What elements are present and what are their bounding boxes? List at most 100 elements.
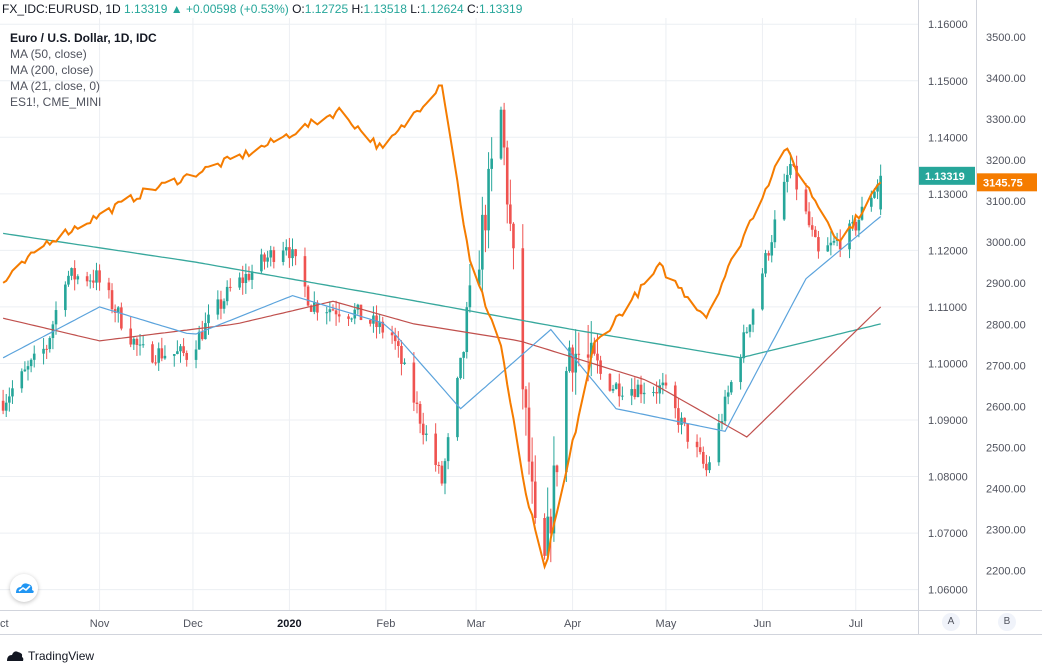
candle-body: [204, 323, 207, 340]
candle-body: [611, 388, 615, 391]
eurusd-tick-label: 1.14000: [928, 132, 968, 144]
candle-body: [272, 250, 276, 262]
scale-button-b[interactable]: B: [998, 613, 1016, 631]
candle-body: [284, 247, 288, 251]
candle-body: [425, 433, 428, 435]
candle-body: [42, 348, 45, 354]
grid-lines: [0, 18, 918, 610]
candle-body: [443, 461, 447, 484]
legend-item-ma50[interactable]: MA (50, close): [10, 47, 87, 61]
candle-body: [879, 175, 882, 210]
candle-body: [764, 253, 767, 274]
legend-item-es[interactable]: ES1!, CME_MINI: [10, 95, 102, 109]
candle-body: [555, 465, 559, 473]
es-tick-label: 2200.00: [986, 566, 1026, 578]
candle-body: [331, 309, 335, 311]
price-change: +0.00598 (+0.53%): [186, 2, 289, 16]
candle-body: [477, 269, 481, 286]
candle-body: [397, 341, 400, 346]
candle-body: [543, 518, 546, 556]
candle-body: [306, 286, 310, 306]
candle-body: [748, 324, 752, 332]
candle-body: [381, 321, 385, 333]
candle-body: [95, 270, 98, 283]
candle-body: [400, 345, 403, 364]
price-tags: 1.13319 3145.75: [919, 166, 1037, 192]
candle-body: [533, 481, 537, 519]
candle-body: [197, 331, 201, 350]
candle-body: [116, 307, 120, 313]
es-line: [2, 84, 882, 570]
candle-body: [303, 256, 307, 287]
axes: 1.16000 1.15000 1.14000 1.13000 1.12000 1.110…: [0, 0, 1042, 635]
candle-body: [334, 310, 338, 315]
eurusd-tick-label: 1.08000: [928, 472, 968, 484]
candle-body: [176, 351, 179, 355]
candle-body: [456, 378, 459, 438]
candle-body: [795, 165, 798, 190]
candle-body: [393, 335, 397, 342]
legend-item-ma200[interactable]: MA (200, close): [10, 63, 94, 77]
es-tick-label: 2500.00: [986, 442, 1026, 454]
candle-body: [810, 225, 814, 230]
candle-body: [652, 391, 655, 393]
candle-body: [717, 423, 721, 463]
candle-body: [8, 396, 11, 403]
candle-body: [782, 181, 786, 220]
candle-body: [490, 158, 493, 169]
candle-body: [770, 242, 774, 256]
time-tick-label: Apr: [564, 618, 581, 630]
candle-body: [686, 423, 690, 442]
candle-body: [85, 276, 89, 282]
candle-body: [658, 385, 662, 394]
legend-item-ma21[interactable]: MA (21, close, 0): [10, 79, 101, 93]
time-tick-label: May: [656, 618, 677, 630]
candle-body: [599, 360, 602, 374]
candle-body: [64, 284, 67, 311]
candle-body: [608, 373, 612, 391]
candle-body: [418, 403, 422, 424]
symbol-name[interactable]: FX_IDC:EURUSD, 1D: [2, 2, 121, 16]
candle-body: [683, 417, 686, 424]
footer: TradingView: [6, 646, 94, 666]
open-label: O:: [292, 2, 305, 16]
es-tick-label: 3400.00: [986, 73, 1026, 85]
candle-body: [266, 257, 269, 262]
candle-body: [207, 314, 210, 324]
candle-body: [817, 237, 820, 252]
time-tick-label: Nov: [90, 618, 110, 630]
candle-body: [20, 371, 24, 389]
candle-body: [120, 307, 123, 329]
candle-body: [182, 346, 185, 353]
eurusd-tick-label: 1.15000: [928, 76, 968, 88]
legend-title[interactable]: Euro / U.S. Dollar, 1D, IDC: [10, 31, 157, 45]
candle-body: [138, 344, 142, 346]
candle-body: [154, 362, 157, 364]
candle-body: [250, 271, 254, 280]
candle-body: [179, 346, 182, 352]
candle-body: [633, 389, 637, 397]
candle-body: [23, 369, 27, 372]
auto-scale-button[interactable]: A: [942, 613, 960, 631]
eurusd-tick-label: 1.09000: [928, 415, 968, 427]
low-value: 1.12624: [420, 2, 464, 16]
footer-brand[interactable]: TradingView: [28, 649, 95, 663]
candle-body: [359, 304, 363, 321]
eurusd-tick-label: 1.11000: [928, 302, 967, 314]
tradingview-logo-button[interactable]: [10, 574, 38, 602]
es-tick-label: 2300.00: [986, 525, 1026, 537]
candle-body: [726, 392, 730, 397]
es-tick-label: 2900.00: [986, 278, 1026, 290]
candle-body: [677, 408, 680, 425]
candle-body: [527, 407, 531, 462]
candle-body: [546, 516, 549, 556]
candle-body: [73, 268, 76, 280]
open-value: 1.12725: [304, 2, 349, 16]
candle-body: [29, 359, 33, 367]
candle-body: [807, 211, 811, 226]
candle-body: [876, 184, 879, 192]
candle-body: [316, 302, 319, 313]
candle-body: [157, 348, 161, 363]
tradingview-cloud-icon: [16, 583, 34, 593]
